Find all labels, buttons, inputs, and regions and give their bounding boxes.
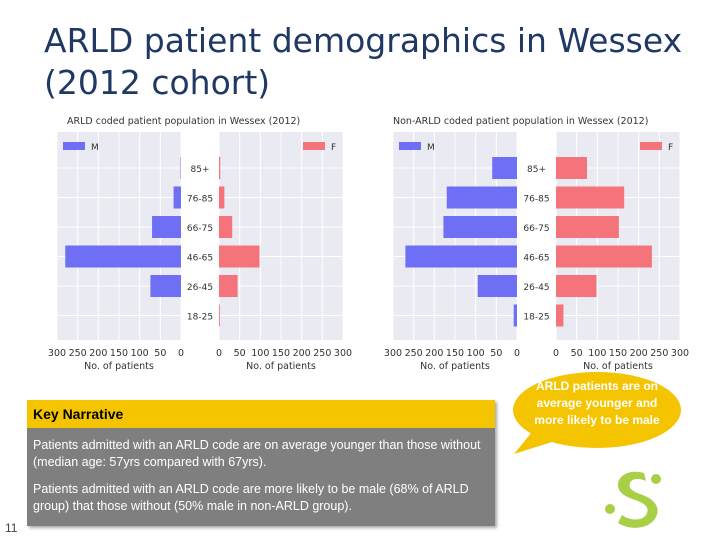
x-tick-label: 0 — [553, 348, 559, 359]
category-label: 85+ — [191, 165, 210, 175]
x-axis-label: No. of patients — [246, 361, 316, 372]
category-label: 66-75 — [523, 224, 549, 234]
x-tick-label: 250 — [313, 348, 331, 359]
category-label: 18-25 — [523, 313, 549, 323]
x-tick-label: 200 — [425, 348, 443, 359]
x-tick-label: 150 — [110, 348, 128, 359]
legend-label-female: F — [331, 143, 336, 153]
category-label: 18-25 — [187, 313, 213, 323]
bar-male — [173, 186, 181, 209]
x-tick-label: 50 — [571, 348, 583, 359]
legend-label-female: F — [668, 143, 673, 153]
wessex-s-logo-icon — [600, 465, 670, 540]
key-narrative-header: Key Narrative — [27, 400, 495, 428]
x-tick-label: 150 — [446, 348, 464, 359]
x-tick-label: 300 — [48, 348, 66, 359]
x-tick-label: 0 — [178, 348, 184, 359]
bar-male — [446, 186, 517, 209]
pyramid-charts: ARLD coded patient population in Wessex … — [48, 116, 689, 372]
bar-female — [219, 245, 260, 268]
x-tick-label: 250 — [69, 348, 87, 359]
legend-label-male: M — [427, 143, 435, 153]
x-tick-label: 200 — [89, 348, 107, 359]
x-tick-label: 150 — [609, 348, 627, 359]
bar-male — [65, 245, 181, 268]
x-tick-label: 100 — [467, 348, 485, 359]
category-label: 26-45 — [187, 283, 213, 293]
bar-male — [513, 304, 517, 327]
category-label: 46-65 — [523, 254, 549, 264]
category-label: 66-75 — [187, 224, 213, 234]
x-tick-label: 150 — [272, 348, 290, 359]
x-tick-label: 200 — [293, 348, 311, 359]
x-tick-label: 300 — [671, 348, 689, 359]
bar-female — [556, 245, 652, 268]
key-narrative-title: Key Narrative — [33, 406, 124, 422]
bar-female — [219, 186, 225, 209]
bar-male — [150, 275, 181, 297]
callout-text: ARLD patients are on average younger and… — [534, 379, 660, 427]
x-axis-label: No. of patients — [420, 361, 490, 372]
x-tick-label: 0 — [216, 348, 222, 359]
bar-female — [219, 304, 220, 327]
category-label: 26-45 — [523, 283, 549, 293]
category-label: 76-85 — [187, 195, 213, 205]
x-axis-label: No. of patients — [583, 361, 653, 372]
bar-male — [443, 216, 517, 238]
x-tick-label: 100 — [251, 348, 269, 359]
category-label: 85+ — [527, 165, 546, 175]
category-label: 76-85 — [523, 195, 549, 205]
legend-swatch-male — [399, 142, 421, 150]
bar-female — [556, 186, 625, 209]
x-tick-label: 200 — [630, 348, 648, 359]
x-tick-label: 300 — [334, 348, 352, 359]
bar-female — [219, 216, 233, 238]
x-tick-label: 250 — [650, 348, 668, 359]
key-narrative-paragraph: Patients admitted with an ARLD code are … — [33, 482, 469, 513]
bar-female — [219, 157, 221, 179]
key-narrative-box: Key Narrative Patients admitted with an … — [27, 400, 495, 526]
category-label: 46-65 — [187, 254, 213, 264]
page-number: 11 — [5, 521, 18, 535]
bar-male — [492, 157, 517, 179]
x-axis-label: No. of patients — [84, 361, 154, 372]
bar-female — [556, 304, 564, 327]
bar-female — [556, 157, 587, 179]
callout-shape — [513, 372, 681, 454]
x-tick-label: 50 — [490, 348, 502, 359]
chart-title: Non-ARLD coded patient population in Wes… — [393, 116, 648, 127]
x-tick-label: 100 — [588, 348, 606, 359]
page-title: ARLD patient demographics in Wessex (201… — [44, 21, 683, 102]
x-tick-label: 250 — [405, 348, 423, 359]
legend-label-male: M — [91, 143, 99, 153]
bar-male — [405, 245, 517, 268]
x-tick-label: 50 — [234, 348, 246, 359]
legend-swatch-female — [303, 142, 325, 150]
x-tick-label: 300 — [384, 348, 402, 359]
x-tick-label: 0 — [514, 348, 520, 359]
bar-female — [556, 275, 597, 297]
bar-male — [477, 275, 517, 297]
chart-title: ARLD coded patient population in Wessex … — [67, 116, 300, 127]
callout-bubble: ARLD patients are on average younger and… — [512, 370, 682, 456]
key-narrative-paragraph: Patients admitted with an ARLD code are … — [33, 438, 481, 469]
x-tick-label: 100 — [131, 348, 149, 359]
bar-male — [152, 216, 181, 238]
x-tick-label: 50 — [154, 348, 166, 359]
bar-female — [219, 275, 238, 297]
legend-swatch-male — [63, 142, 85, 150]
legend-swatch-female — [640, 142, 662, 150]
bar-female — [556, 216, 619, 238]
